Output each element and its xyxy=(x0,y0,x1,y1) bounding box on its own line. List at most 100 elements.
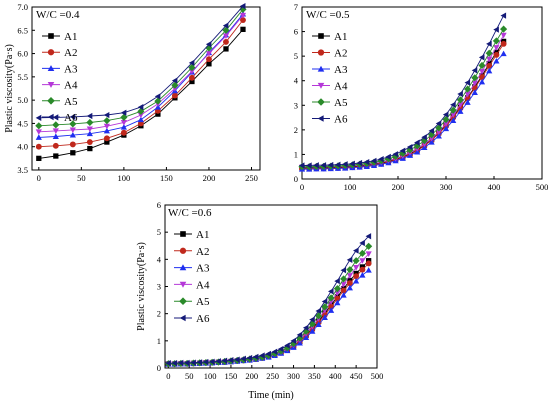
data-point xyxy=(277,345,284,353)
data-point xyxy=(493,26,499,33)
data-point xyxy=(464,79,471,86)
legend-marker xyxy=(179,264,187,271)
data-point xyxy=(493,45,500,51)
data-point xyxy=(104,139,110,145)
data-point xyxy=(406,143,413,151)
data-point xyxy=(471,80,478,87)
x-tick-label: 50 xyxy=(77,173,86,183)
data-point xyxy=(478,78,486,85)
data-point xyxy=(340,281,347,288)
data-point xyxy=(103,135,110,142)
data-point xyxy=(365,251,372,257)
data-point xyxy=(239,12,247,19)
data-point xyxy=(421,141,428,148)
data-point xyxy=(190,359,196,366)
series-A6 xyxy=(165,233,372,367)
legend-label: A5 xyxy=(196,296,210,308)
data-point xyxy=(36,155,42,161)
series-line xyxy=(302,41,504,169)
data-point xyxy=(342,161,348,168)
x-tick-label: 500 xyxy=(536,182,549,192)
data-point xyxy=(103,127,110,134)
data-point xyxy=(471,74,479,82)
legend-item: A3 xyxy=(174,263,210,275)
data-point xyxy=(188,59,195,66)
legend-marker xyxy=(48,33,54,39)
x-tick-label: 400 xyxy=(329,371,342,381)
legend-label: A1 xyxy=(334,31,347,43)
legend-item: A6 xyxy=(174,313,210,325)
data-point xyxy=(52,128,59,134)
data-point xyxy=(346,273,353,279)
chart-panel-2: 0 100 200 300 400 500 0 1 2 3 4 5 6 7 W/C =0.5 A1 A2 A3 A4… xyxy=(294,2,549,192)
chart-panel-1: 0 50 100 150 200 250 3.5 4.0 4.5 5.0 5.5 6.0 6.5 7.0 P… xyxy=(4,2,261,183)
y-tick-label: 6 xyxy=(157,200,161,210)
legend-label: A3 xyxy=(196,263,210,275)
data-point xyxy=(500,32,507,39)
data-point xyxy=(209,358,215,365)
y-tick-label: 5 xyxy=(294,51,298,61)
x-tick-label: 200 xyxy=(203,173,216,183)
legend-label: A2 xyxy=(64,47,77,59)
legend-marker xyxy=(317,115,324,122)
data-point xyxy=(315,307,322,315)
series-A4 xyxy=(35,12,247,135)
data-point xyxy=(103,111,110,119)
data-point xyxy=(321,298,328,305)
data-point xyxy=(53,153,59,159)
y-tick-label: 0 xyxy=(157,363,161,373)
series-A6 xyxy=(35,2,246,121)
data-point xyxy=(215,358,221,365)
data-point xyxy=(69,113,76,121)
data-point xyxy=(435,132,442,139)
series-line xyxy=(302,28,504,168)
data-point xyxy=(86,118,94,127)
y-tick-label: 5.5 xyxy=(17,72,28,82)
data-point xyxy=(69,120,77,128)
y-tick-label: 1 xyxy=(294,149,298,159)
legend-item: A2 xyxy=(42,47,77,59)
data-point xyxy=(435,129,442,135)
data-point xyxy=(320,162,327,169)
data-point xyxy=(252,353,259,360)
data-point xyxy=(346,280,353,287)
y-tick-label: 2 xyxy=(157,309,161,319)
data-point xyxy=(442,121,450,127)
data-point xyxy=(137,116,144,123)
data-point xyxy=(171,81,179,89)
data-point xyxy=(486,56,493,63)
data-point xyxy=(137,112,144,119)
data-point xyxy=(171,77,178,84)
data-point xyxy=(271,348,278,355)
data-point xyxy=(70,150,76,156)
data-point xyxy=(359,271,366,278)
data-point xyxy=(486,40,492,47)
legend-label: A1 xyxy=(196,229,209,241)
legend: W/C =0.4 A1 A2 A3 A4 A5 A6 xyxy=(36,9,80,124)
data-point xyxy=(321,303,329,311)
legend-marker xyxy=(317,49,325,56)
data-point xyxy=(485,49,493,57)
data-point xyxy=(435,120,442,127)
legend-item: A4 xyxy=(174,279,210,291)
y-tick-label: 3 xyxy=(294,100,298,110)
data-point xyxy=(500,12,507,19)
data-point xyxy=(385,153,391,160)
x-tick-label: 200 xyxy=(392,182,405,192)
data-point xyxy=(86,139,93,146)
data-point xyxy=(86,130,93,137)
legend-label: A6 xyxy=(196,313,210,325)
data-point xyxy=(365,242,373,250)
data-point xyxy=(137,104,144,111)
data-point xyxy=(227,357,234,364)
legend-marker xyxy=(318,33,324,39)
data-point xyxy=(500,50,507,57)
data-point xyxy=(86,112,93,120)
y-tick-label: 5.0 xyxy=(17,95,28,105)
data-point xyxy=(333,285,341,293)
data-point xyxy=(353,247,359,254)
data-point xyxy=(392,151,399,158)
data-point xyxy=(221,357,228,364)
data-point xyxy=(120,129,127,136)
data-point xyxy=(353,273,360,280)
